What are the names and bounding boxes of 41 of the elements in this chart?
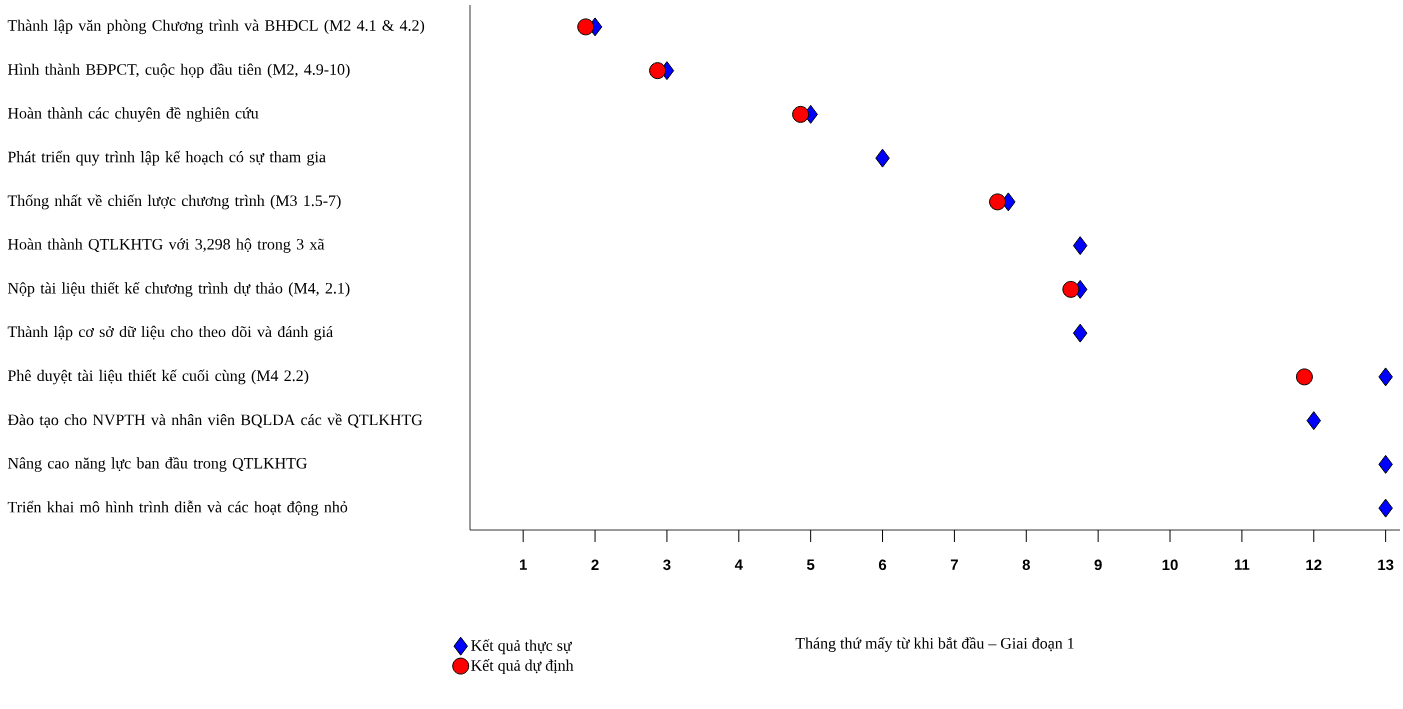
x-tick-label: 8 [1022,559,1030,571]
point [1062,280,1080,298]
y-tick-label: Triển khai mô hình trình diễn và các hoạt động nhỏ [7,500,348,516]
point [649,62,667,80]
y-tick-label: Hoàn thành các chuyên đề nghiên cứu [7,106,259,122]
point [1295,368,1313,386]
x-tick-label: 1 [519,559,527,570]
x-tick-label: 13 [1378,559,1394,571]
y-tick-label: Phê duyệt tài liệu thiết kế cuối cùng (M4 2.2) [7,369,309,385]
x-tick-label: 5 [806,559,815,570]
y-tick-label: Phát triển quy trình lập kế hoạch có sự tham gia [7,150,326,166]
x-tick-label: 4 [734,559,743,570]
x-tick-label: 12 [1306,559,1322,570]
y-tick-label: Hình thành BĐPCT, cuộc họp đầu tiên (M2, 4.9-10) [7,63,350,79]
point [792,105,810,123]
point [875,148,890,168]
point [1306,411,1321,431]
point [1072,323,1088,343]
point [1378,367,1393,387]
point [1072,236,1088,256]
point [577,18,595,36]
y-tick-label: Nâng cao năng lực ban đầu trong QTLKHTG [7,456,307,472]
x-axis-title: Tháng thứ mấy từ khi bắt đầu – Giai đoạn 1 [795,637,1074,652]
x-tick-label: 7 [950,559,958,570]
point [1378,454,1393,474]
x-tick-label: 11 [1234,559,1250,570]
x-tick-label: 9 [1094,559,1102,571]
y-tick-label: Đào tạo cho NVPTH và nhân viên BQLDA các về QTLKHTG [7,413,423,428]
point [1378,498,1393,518]
y-tick-label: Nộp tài liệu thiết kế chương trình dự thảo (M4, 2.1) [7,281,350,297]
x-tick-label: 3 [663,559,671,571]
legend-label: Kết quả dự định [471,659,574,675]
y-tick-label: Thống nhất về chiến lược chương trình (M3 1.5-7) [7,194,341,210]
point [989,193,1006,211]
legend-label: Kết quả thực sự [471,639,573,655]
y-tick-label: Thành lập văn phòng Chương trình và BHĐCL (M2 4.1 & 4.2) [7,19,425,35]
y-tick-label: Hoàn thành QTLKHTG với 3,298 hộ trong 3 xã [7,238,325,253]
x-tick-label: 6 [878,559,887,571]
x-tick-label: 10 [1162,559,1178,571]
y-tick-label: Thành lập cơ sở dữ liệu cho theo dõi và đánh giá [7,325,333,341]
x-tick-label: 2 [591,559,599,570]
